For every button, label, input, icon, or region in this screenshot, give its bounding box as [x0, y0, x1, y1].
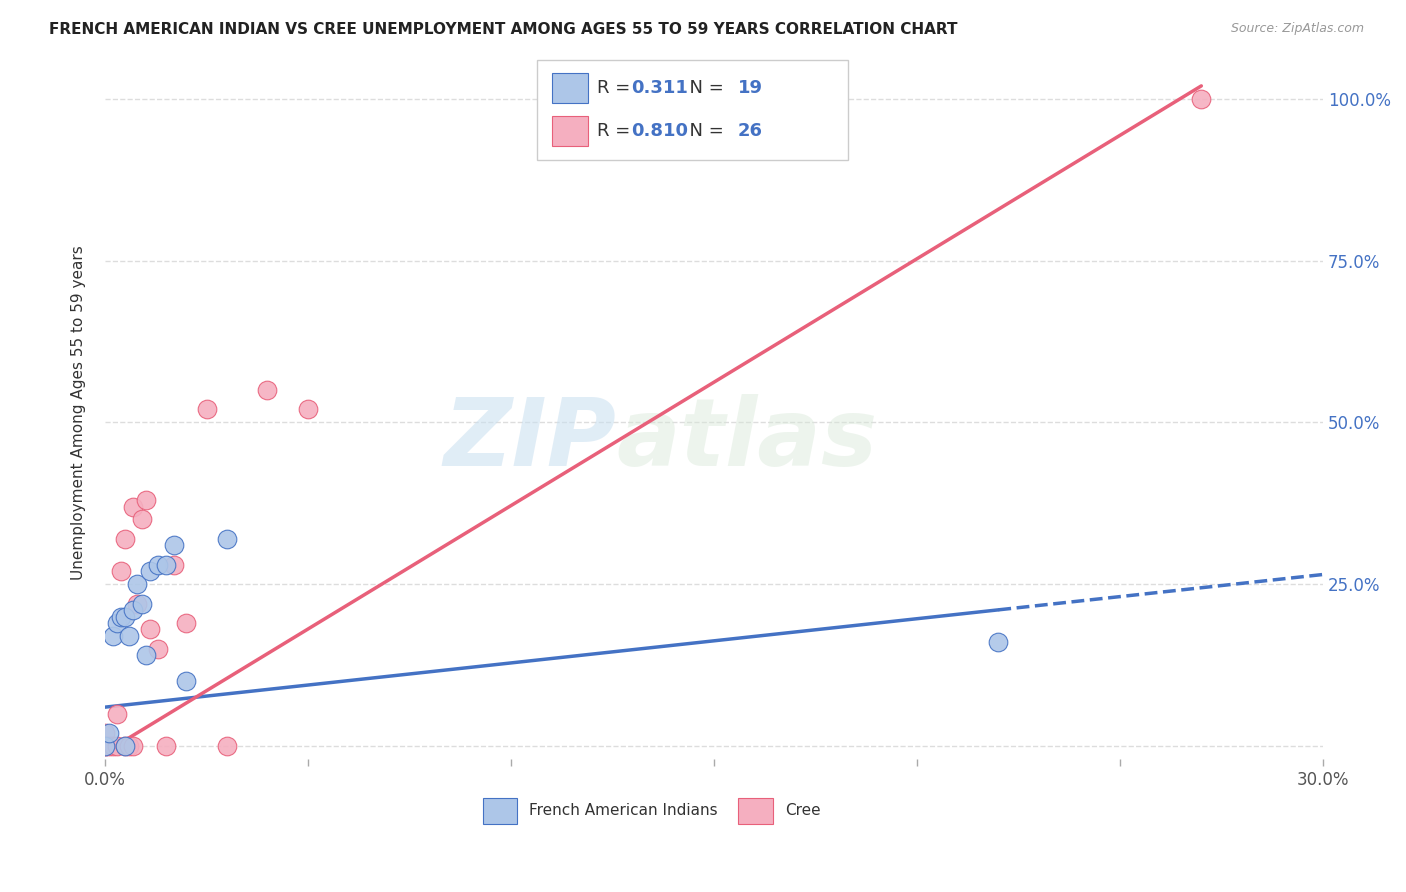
Point — [155, 558, 177, 572]
FancyBboxPatch shape — [482, 797, 517, 824]
Point — [215, 532, 238, 546]
Point — [101, 629, 124, 643]
Text: ZIP: ZIP — [444, 394, 617, 486]
Point — [163, 538, 186, 552]
Point — [155, 739, 177, 753]
Point — [127, 577, 149, 591]
Text: N =: N = — [678, 122, 730, 140]
Text: N =: N = — [678, 79, 730, 97]
Text: 0.810: 0.810 — [631, 122, 689, 140]
Point — [98, 739, 121, 753]
Text: FRENCH AMERICAN INDIAN VS CREE UNEMPLOYMENT AMONG AGES 55 TO 59 YEARS CORRELATIO: FRENCH AMERICAN INDIAN VS CREE UNEMPLOYM… — [49, 22, 957, 37]
Point — [256, 383, 278, 397]
Point — [138, 623, 160, 637]
Point — [146, 641, 169, 656]
Text: Source: ZipAtlas.com: Source: ZipAtlas.com — [1230, 22, 1364, 36]
Point — [122, 603, 145, 617]
Point — [110, 564, 132, 578]
Point — [114, 532, 136, 546]
Point — [135, 648, 157, 663]
Point — [122, 739, 145, 753]
Point — [94, 726, 117, 740]
Point — [1189, 92, 1212, 106]
Text: French American Indians: French American Indians — [529, 804, 717, 818]
Point — [94, 739, 117, 753]
Point — [174, 615, 197, 630]
Text: atlas: atlas — [617, 394, 877, 486]
Point — [163, 558, 186, 572]
Point — [114, 739, 136, 753]
Point — [987, 635, 1010, 649]
Point — [215, 739, 238, 753]
Point — [105, 615, 128, 630]
Point — [105, 739, 128, 753]
Point — [297, 402, 319, 417]
Point — [94, 739, 117, 753]
FancyBboxPatch shape — [738, 797, 772, 824]
Point — [114, 739, 136, 753]
Point — [138, 564, 160, 578]
Point — [105, 706, 128, 721]
Point — [101, 739, 124, 753]
Point — [146, 558, 169, 572]
Point — [98, 726, 121, 740]
Text: 26: 26 — [738, 122, 762, 140]
Point — [127, 597, 149, 611]
Point — [110, 609, 132, 624]
Point — [131, 512, 153, 526]
Point — [174, 674, 197, 689]
Point — [118, 739, 141, 753]
FancyBboxPatch shape — [553, 116, 588, 146]
Point — [114, 609, 136, 624]
Text: R =: R = — [598, 122, 637, 140]
Point — [94, 739, 117, 753]
Y-axis label: Unemployment Among Ages 55 to 59 years: Unemployment Among Ages 55 to 59 years — [72, 245, 86, 580]
FancyBboxPatch shape — [537, 60, 848, 160]
Text: 0.311: 0.311 — [631, 79, 689, 97]
Text: R =: R = — [598, 79, 637, 97]
Text: 19: 19 — [738, 79, 762, 97]
Point — [118, 629, 141, 643]
Point — [195, 402, 218, 417]
FancyBboxPatch shape — [553, 73, 588, 103]
Point — [135, 493, 157, 508]
Point — [122, 500, 145, 514]
Text: Cree: Cree — [785, 804, 820, 818]
Point — [131, 597, 153, 611]
